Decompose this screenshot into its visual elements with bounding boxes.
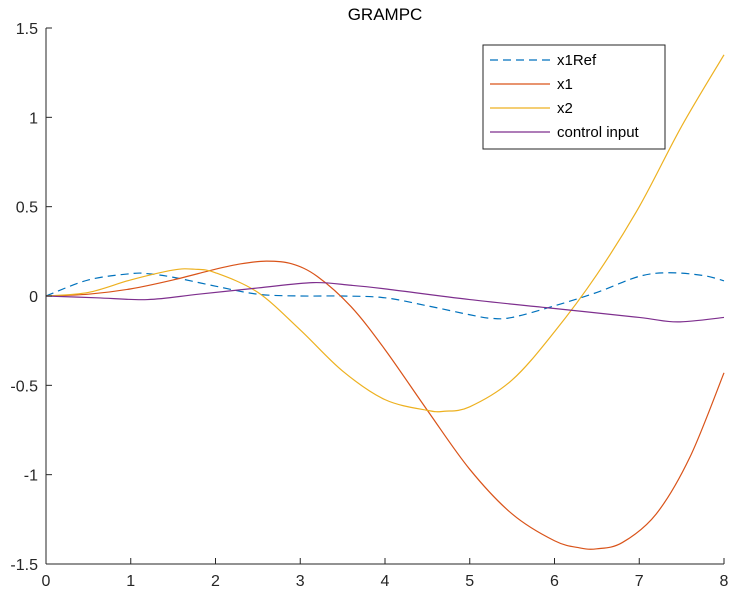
y-tick-label: -0.5 — [10, 378, 38, 395]
y-tick-label: 1.5 — [16, 21, 38, 38]
y-tick-label: 1 — [29, 110, 38, 127]
x-tick-label: 6 — [550, 573, 559, 590]
series-layer — [45, 54, 725, 550]
x-tick-label: 3 — [296, 573, 305, 590]
legend-label: x1 — [557, 76, 573, 93]
series-line-control-input — [45, 281, 725, 323]
axes: 0 1 2 3 4 5 6 7 8 1.5 1 0.5 0 -0.5 -1 -1.5 — [10, 21, 728, 590]
legend-label: x1Ref — [557, 52, 597, 69]
y-tick-label: -1 — [24, 468, 38, 485]
series-line-x2 — [45, 54, 725, 413]
series-line-x1 — [45, 260, 725, 550]
x-tick-label: 1 — [126, 573, 135, 590]
x-tick-label: 4 — [381, 573, 390, 590]
x-tick-label: 5 — [465, 573, 474, 590]
series-line-x1ref — [45, 272, 725, 320]
x-tick-label: 7 — [635, 573, 644, 590]
y-tick-label: -1.5 — [10, 557, 38, 574]
x-tick-label: 8 — [720, 573, 729, 590]
y-tick-label: 0 — [29, 289, 38, 306]
x-tick-label: 0 — [42, 573, 51, 590]
x-tick-label: 2 — [211, 573, 220, 590]
legend: x1Ref x1 x2 control input — [482, 44, 666, 150]
legend-label: control input — [557, 124, 640, 141]
legend-label: x2 — [557, 100, 573, 117]
y-tick-label: 0.5 — [16, 200, 38, 217]
chart-title: GRAMPC — [348, 5, 423, 24]
